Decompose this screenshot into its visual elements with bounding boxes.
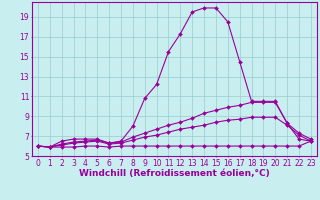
X-axis label: Windchill (Refroidissement éolien,°C): Windchill (Refroidissement éolien,°C) — [79, 169, 270, 178]
